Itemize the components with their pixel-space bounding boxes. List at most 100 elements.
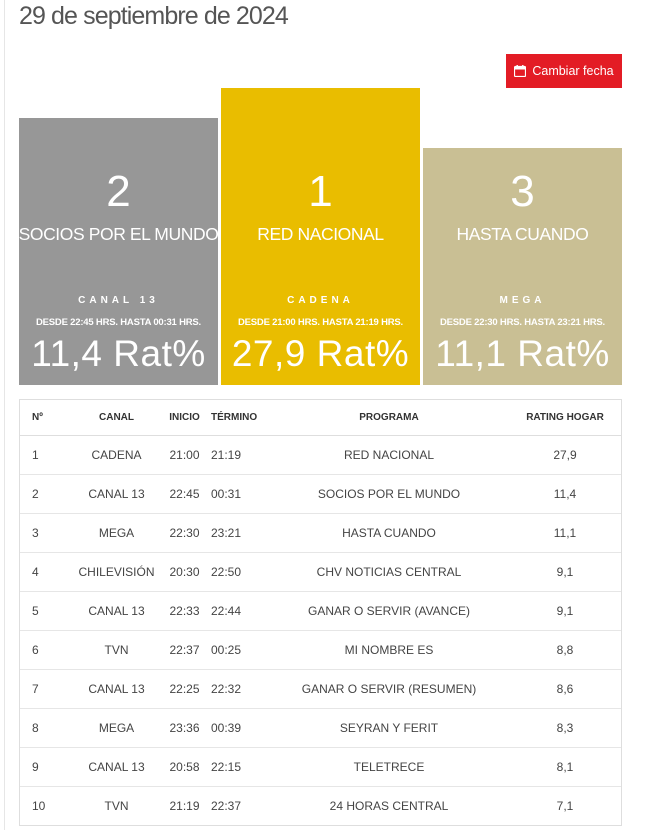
- cell-termino: 22:44: [205, 591, 269, 631]
- table-row: 2 CANAL 13 22:45 00:31 SOCIOS POR EL MUN…: [20, 474, 621, 514]
- cell-canal: CANAL 13: [69, 474, 164, 514]
- table-row: 1 CADENA 21:00 21:19 RED NACIONAL 27,9: [20, 435, 621, 475]
- podium-rating: 27,9 Rat%: [231, 333, 410, 374]
- podium-rating: 11,1 Rat%: [435, 333, 610, 374]
- cell-programa: GANAR O SERVIR (AVANCE): [269, 591, 509, 631]
- podium-third: 3 HASTA CUANDO MEGA DESDE 22:30 HRS. HAS…: [423, 148, 622, 385]
- podium-program: HASTA CUANDO: [456, 224, 589, 244]
- table-header-row: Nº CANAL INICIO TÉRMINO PROGRAMA RATING …: [20, 400, 621, 436]
- header-canal: CANAL: [69, 400, 164, 436]
- podium-schedule: DESDE 21:00 HRS. HASTA 21:19 HRS.: [238, 317, 403, 328]
- cell-canal: CHILEVISIÓN: [69, 552, 164, 592]
- cell-canal: CADENA: [69, 435, 164, 475]
- cell-canal: MEGA: [69, 513, 164, 553]
- cell-termino: 00:39: [205, 708, 269, 748]
- cell-num: 10: [20, 786, 69, 825]
- cell-num: 4: [20, 552, 69, 592]
- cell-inicio: 21:00: [164, 435, 205, 475]
- cell-termino: 22:32: [205, 669, 269, 709]
- cell-rating: 9,1: [509, 591, 621, 631]
- cell-termino: 00:31: [205, 474, 269, 514]
- table-row: 7 CANAL 13 22:25 22:32 GANAR O SERVIR (R…: [20, 669, 621, 709]
- table-row: 5 CANAL 13 22:33 22:44 GANAR O SERVIR (A…: [20, 591, 621, 631]
- cell-termino: 22:15: [205, 747, 269, 787]
- cell-termino: 22:50: [205, 552, 269, 592]
- cell-programa: GANAR O SERVIR (RESUMEN): [269, 669, 509, 709]
- cell-programa: SOCIOS POR EL MUNDO: [269, 474, 509, 514]
- podium-rating: 11,4 Rat%: [31, 333, 206, 374]
- cell-rating: 8,6: [509, 669, 621, 709]
- table-row: 10 TVN 21:19 22:37 24 HORAS CENTRAL 7,1: [20, 786, 621, 825]
- cell-num: 2: [20, 474, 69, 514]
- table-row: 3 MEGA 22:30 23:21 HASTA CUANDO 11,1: [20, 513, 621, 553]
- podium-program: SOCIOS POR EL MUNDO: [19, 224, 218, 244]
- table-row: 6 TVN 22:37 00:25 MI NOMBRE ES 8,8: [20, 630, 621, 670]
- cell-canal: TVN: [69, 630, 164, 670]
- cell-rating: 9,1: [509, 552, 621, 592]
- cell-rating: 8,1: [509, 747, 621, 787]
- page-left-border: [4, 0, 5, 830]
- cell-num: 7: [20, 669, 69, 709]
- podium-position: 3: [510, 167, 535, 216]
- cell-programa: SEYRAN Y FERIT: [269, 708, 509, 748]
- cell-num: 6: [20, 630, 69, 670]
- cell-programa: TELETRECE: [269, 747, 509, 787]
- cell-rating: 8,3: [509, 708, 621, 748]
- cell-termino: 22:37: [205, 786, 269, 825]
- cell-inicio: 22:25: [164, 669, 205, 709]
- cell-programa: RED NACIONAL: [269, 435, 509, 475]
- table-row: 8 MEGA 23:36 00:39 SEYRAN Y FERIT 8,3: [20, 708, 621, 748]
- cell-inicio: 22:37: [164, 630, 205, 670]
- cell-rating: 11,4: [509, 474, 621, 514]
- cell-canal: MEGA: [69, 708, 164, 748]
- cell-termino: 00:25: [205, 630, 269, 670]
- cell-termino: 21:19: [205, 435, 269, 475]
- podium-program: RED NACIONAL: [257, 224, 384, 244]
- table-row: 9 CANAL 13 20:58 22:15 TELETRECE 8,1: [20, 747, 621, 787]
- podium-position: 1: [308, 167, 333, 216]
- podium-schedule: DESDE 22:30 HRS. HASTA 23:21 HRS.: [440, 317, 605, 328]
- cell-rating: 8,8: [509, 630, 621, 670]
- cell-inicio: 22:33: [164, 591, 205, 631]
- change-date-button[interactable]: Cambiar fecha: [506, 54, 622, 88]
- cell-num: 1: [20, 435, 69, 475]
- cell-inicio: 22:30: [164, 513, 205, 553]
- cell-inicio: 20:30: [164, 552, 205, 592]
- podium-channel: CANAL 13: [78, 295, 159, 306]
- change-date-label: Cambiar fecha: [532, 64, 614, 78]
- cell-canal: CANAL 13: [69, 747, 164, 787]
- cell-canal: CANAL 13: [69, 669, 164, 709]
- header-rating: RATING HOGAR: [509, 400, 621, 436]
- cell-programa: MI NOMBRE ES: [269, 630, 509, 670]
- cell-inicio: 20:58: [164, 747, 205, 787]
- cell-inicio: 22:45: [164, 474, 205, 514]
- table-row: 4 CHILEVISIÓN 20:30 22:50 CHV NOTICIAS C…: [20, 552, 621, 592]
- cell-inicio: 21:19: [164, 786, 205, 825]
- header-programa: PROGRAMA: [269, 400, 509, 436]
- cell-programa: CHV NOTICIAS CENTRAL: [269, 552, 509, 592]
- ratings-table: Nº CANAL INICIO TÉRMINO PROGRAMA RATING …: [19, 399, 622, 826]
- cell-rating: 27,9: [509, 435, 621, 475]
- cell-programa: HASTA CUANDO: [269, 513, 509, 553]
- podium-second: 2 SOCIOS POR EL MUNDO CANAL 13 DESDE 22:…: [19, 118, 218, 385]
- cell-rating: 11,1: [509, 513, 621, 553]
- header-termino: TÉRMINO: [205, 400, 269, 436]
- cell-num: 8: [20, 708, 69, 748]
- podium-schedule: DESDE 22:45 HRS. HASTA 00:31 HRS.: [36, 317, 201, 328]
- cell-num: 5: [20, 591, 69, 631]
- cell-canal: TVN: [69, 786, 164, 825]
- podium-position: 2: [106, 167, 131, 216]
- cell-num: 3: [20, 513, 69, 553]
- header-inicio: INICIO: [164, 400, 205, 436]
- page-title: 29 de septiembre de 2024: [19, 2, 289, 30]
- podium-channel: MEGA: [499, 295, 546, 306]
- podium-channel: CADENA: [287, 295, 354, 306]
- cell-canal: CANAL 13: [69, 591, 164, 631]
- header-num: Nº: [20, 400, 69, 436]
- cell-programa: 24 HORAS CENTRAL: [269, 786, 509, 825]
- podium-first: 1 RED NACIONAL CADENA DESDE 21:00 HRS. H…: [221, 88, 420, 385]
- cell-num: 9: [20, 747, 69, 787]
- cell-termino: 23:21: [205, 513, 269, 553]
- cell-rating: 7,1: [509, 786, 621, 825]
- calendar-icon: [514, 65, 527, 77]
